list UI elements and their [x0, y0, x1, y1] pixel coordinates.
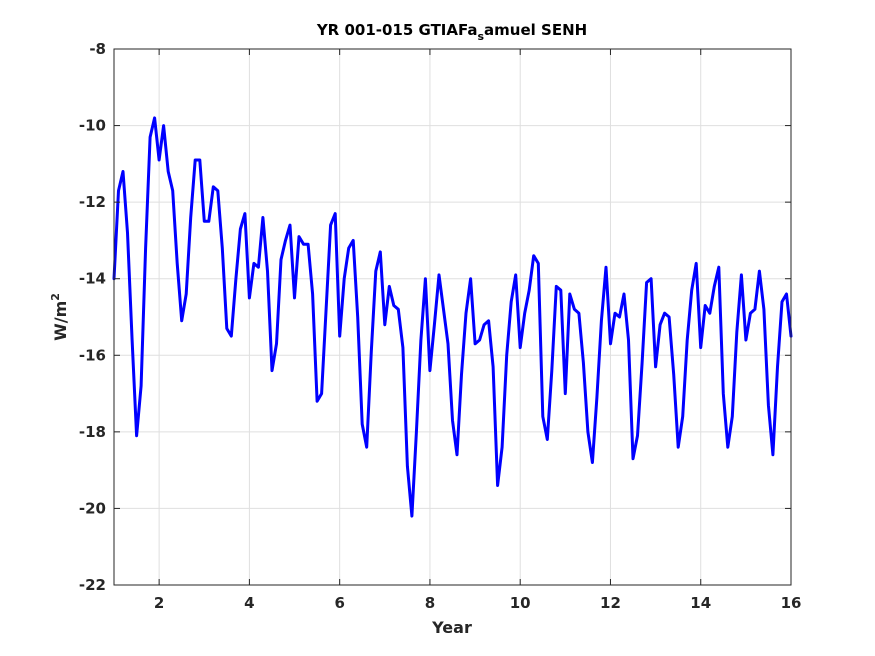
tick-marks [114, 48, 792, 586]
y-tick-label: -10 [79, 117, 106, 135]
x-tick-label: 4 [244, 594, 254, 612]
chart-title-subscript: s [477, 30, 484, 43]
x-tick-label: 6 [334, 594, 344, 612]
x-tick-label: 10 [510, 594, 531, 612]
y-tick-labels: -22 -20 -18 -16 -14 -12 -10 -8 [79, 40, 106, 594]
x-tick-label: 2 [154, 594, 164, 612]
y-tick-label: -12 [79, 193, 106, 211]
x-tick-label: 14 [690, 594, 711, 612]
y-axis-label: W/m2 [49, 293, 70, 341]
x-tick-labels: 2 4 6 8 10 12 14 16 [154, 594, 802, 612]
y-tick-label: -8 [89, 40, 106, 58]
x-tick-label: 12 [600, 594, 621, 612]
y-tick-label: -20 [79, 499, 106, 517]
y-tick-label: -18 [79, 423, 106, 441]
plot-frame [113, 48, 792, 586]
y-axis-label-superscript: 2 [49, 293, 62, 301]
y-tick-label: -16 [79, 346, 106, 364]
series-line-1 [112, 116, 793, 518]
y-tick-label: -22 [79, 576, 106, 594]
y-tick-label: -14 [79, 270, 106, 288]
chart-title: YR 001-015 GTIAFasamuel SENH [316, 21, 587, 43]
chart-title-suffix: amuel SENH [484, 21, 587, 39]
x-tick-label: 8 [425, 594, 435, 612]
series-layer [112, 116, 793, 518]
x-tick-label: 16 [781, 594, 802, 612]
x-axis-label: Year [431, 618, 472, 637]
